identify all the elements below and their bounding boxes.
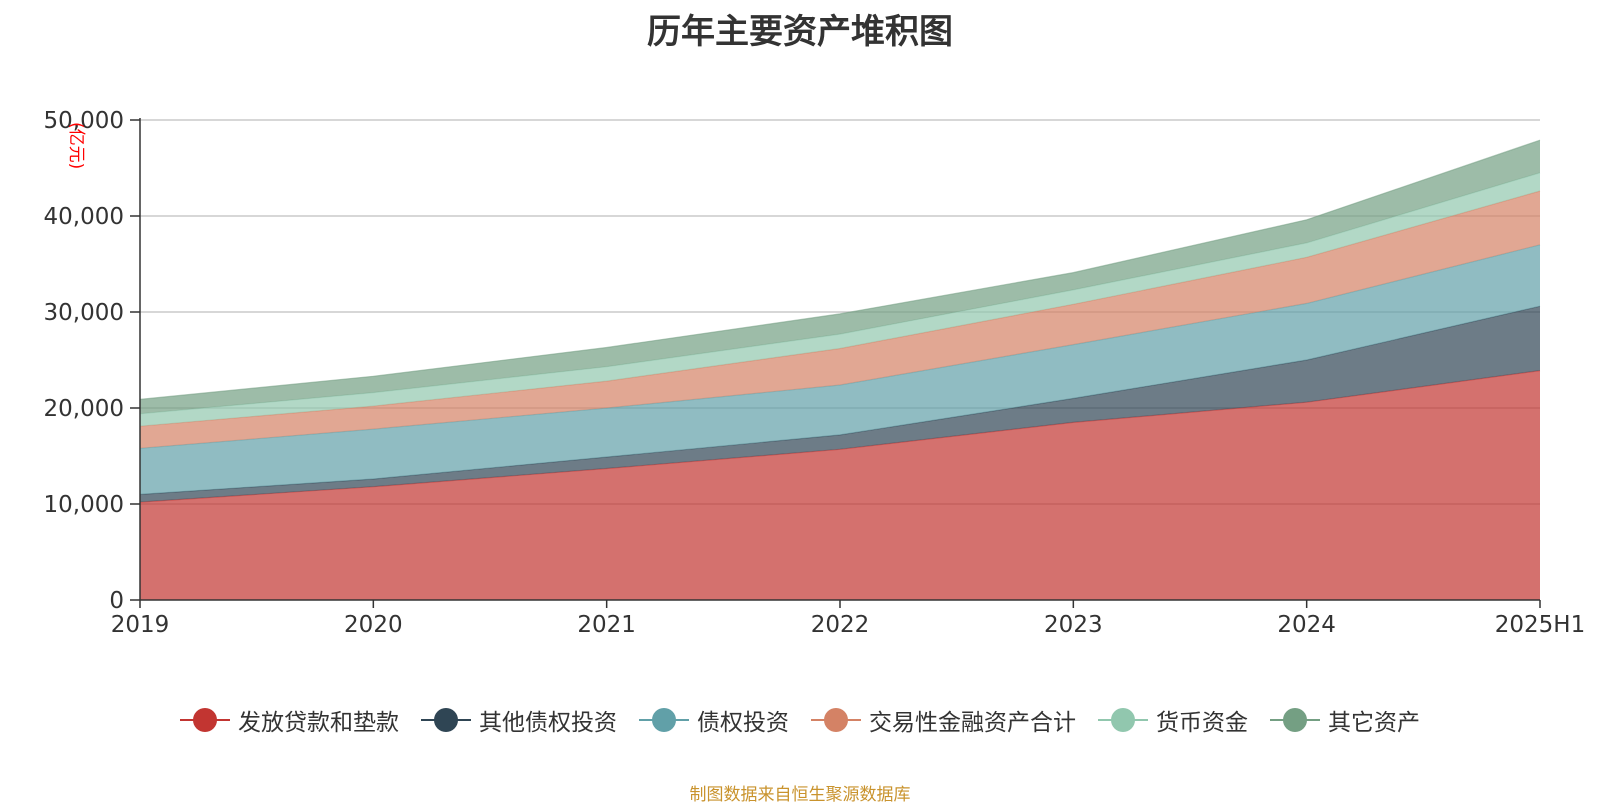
- legend-label: 交易性金融资产合计: [869, 710, 1076, 736]
- x-tick-label: 2024: [1277, 612, 1336, 638]
- y-tick-label: 50,000: [44, 108, 124, 134]
- axis-layer: 0 10,000 20,000 30,000 40,000 50,000 2019 2020 2…: [44, 108, 1586, 638]
- x-tick-label: 2023: [1044, 612, 1103, 638]
- legend-marker-icon: [639, 707, 689, 733]
- y-tick-label: 20,000: [44, 396, 124, 422]
- legend-marker-icon: [180, 707, 230, 733]
- area-series-2[interactable]: [140, 244, 1540, 495]
- area-series-3[interactable]: [140, 191, 1540, 449]
- x-tick-label: 2022: [811, 612, 870, 638]
- legend-label: 债权投资: [697, 710, 789, 736]
- area-series-0[interactable]: [140, 370, 1540, 600]
- legend-item-1[interactable]: 其他债权投资: [421, 703, 617, 737]
- y-axis-unit-label: (亿元): [66, 122, 86, 169]
- x-tick-label: 2025H1: [1495, 612, 1585, 638]
- legend: 发放贷款和垫款 其他债权投资 债权投资 交易性金融资产合计 货币资金 其它资产: [0, 700, 1600, 740]
- y-tick-label: 0: [109, 588, 124, 614]
- legend-item-0[interactable]: 发放贷款和垫款: [180, 703, 399, 737]
- legend-marker-icon: [1270, 707, 1320, 733]
- legend-label: 发放贷款和垫款: [238, 710, 399, 736]
- legend-marker-icon: [421, 707, 471, 733]
- legend-marker-icon: [1098, 707, 1148, 733]
- source-note: 制图数据来自恒生聚源数据库: [689, 785, 911, 805]
- x-tick-label: 2019: [111, 612, 170, 638]
- y-tick-label: 30,000: [44, 300, 124, 326]
- area-series-edge-5: [139, 139, 1541, 400]
- legend-label: 货币资金: [1156, 710, 1248, 736]
- legend-label: 其它资产: [1328, 710, 1420, 736]
- legend-item-3[interactable]: 交易性金融资产合计: [811, 703, 1076, 737]
- area-series-5[interactable]: [140, 140, 1540, 414]
- y-tick-label: 10,000: [44, 492, 124, 518]
- y-tick-label: 40,000: [44, 204, 124, 230]
- chart-title: 历年主要资产堆积图: [647, 12, 953, 52]
- legend-marker-icon: [811, 707, 861, 733]
- legend-item-4[interactable]: 货币资金: [1098, 703, 1248, 737]
- area-layer: [139, 139, 1541, 600]
- x-tick-label: 2020: [344, 612, 403, 638]
- x-tick-label: 2021: [577, 612, 636, 638]
- area-series-1[interactable]: [140, 306, 1540, 503]
- legend-item-2[interactable]: 债权投资: [639, 703, 789, 737]
- legend-item-5[interactable]: 其它资产: [1270, 703, 1420, 737]
- legend-label: 其他债权投资: [479, 710, 617, 736]
